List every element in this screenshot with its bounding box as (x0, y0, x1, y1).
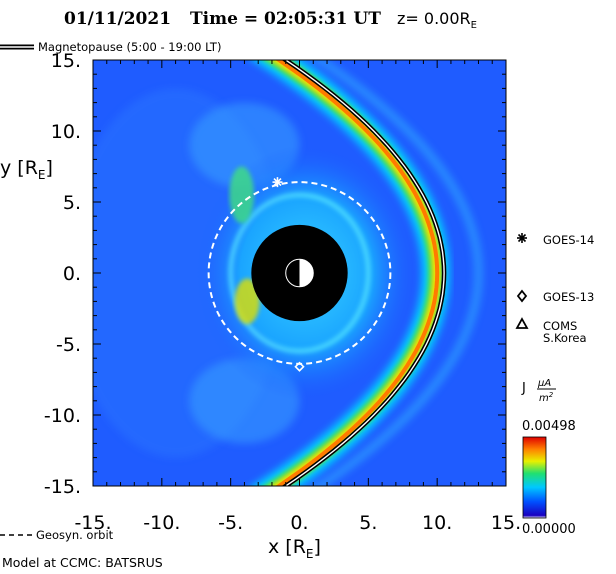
y-tick-label: 0. (63, 263, 81, 285)
goes13-diamond-icon (516, 289, 528, 303)
goes14-marker-icon (272, 177, 283, 188)
geosync-orbit (207, 181, 392, 365)
title-z: z= 0.00RE (397, 9, 477, 31)
y-tick-label: -15. (44, 476, 81, 498)
colorbar-unit-num: μA (537, 378, 551, 389)
y-tick-label: 5. (63, 192, 81, 214)
x-tick-label: -5. (218, 512, 243, 534)
geosyn-legend-label: Geosyn. orbit (36, 528, 114, 542)
geosyn-legend: Geosyn. orbit (0, 528, 114, 542)
coms-triangle-icon (515, 317, 529, 329)
goes14-marker-stroke (273, 178, 282, 187)
bow-shock-glow (312, 60, 483, 486)
green-blob-north (229, 166, 255, 224)
y-axis-label: y [RE] (0, 157, 53, 182)
colorbar-gradient (522, 436, 547, 519)
y-tick-label: -10. (44, 405, 81, 427)
current-density-field (93, 60, 483, 486)
magnetopause-legend-label: Magnetopause (5:00 - 19:00 LT) (38, 40, 221, 54)
title-date: 01/11/2021 (64, 9, 171, 29)
ring-current (228, 192, 371, 354)
x-tick-label: 10. (422, 512, 452, 534)
yellow-blob-south (234, 278, 260, 325)
x-tick-label: 15. (491, 512, 521, 534)
y-axis: 15. 10. 5. 0. -5. -10. -15. (44, 50, 506, 498)
magnetopause-legend: Magnetopause (5:00 - 19:00 LT) (0, 40, 221, 54)
model-credit: Model at CCMC: BATSRUS (2, 555, 163, 570)
x-axis: -15. -10. -5. 0. 5. 10. 15. (74, 60, 521, 534)
y-tick-label: 10. (51, 121, 81, 143)
magnetopause-current-orange (275, 60, 440, 486)
colorbar-min-label: 0.00000 (522, 522, 576, 537)
magnetopause-line-inner (284, 60, 445, 486)
x-axis-label: x [RE] (268, 536, 321, 561)
x-tick-label: -15. (74, 512, 111, 534)
y-tick-label: 15. (51, 50, 81, 72)
colorbar-max-label: 0.00498 (522, 419, 576, 434)
goes14-label: GOES-14 (543, 233, 594, 247)
goes13-marker-icon (294, 361, 305, 372)
colorbar-unit-den: m2 (539, 391, 554, 404)
coms-label: COMS (543, 319, 577, 333)
satellite-legend: GOES-14 GOES-13 COMS S.Korea (515, 233, 594, 345)
coms-label-2: S.Korea (543, 331, 587, 345)
goes14-asterisk-icon (517, 233, 527, 243)
x-tick-label: 5. (359, 512, 377, 534)
earth-day (299, 259, 314, 287)
x-tick-label: -10. (143, 512, 180, 534)
colorbar: J μA m2 0.00498 0.00000 (521, 378, 576, 537)
title-time: Time = 02:05:31 UT (190, 9, 381, 29)
y-tick-label: -5. (56, 334, 81, 356)
goes13-label: GOES-13 (543, 290, 594, 304)
x-tick-label: 0. (290, 512, 308, 534)
colorbar-j-label: J (521, 381, 526, 396)
plot-area (93, 60, 506, 486)
